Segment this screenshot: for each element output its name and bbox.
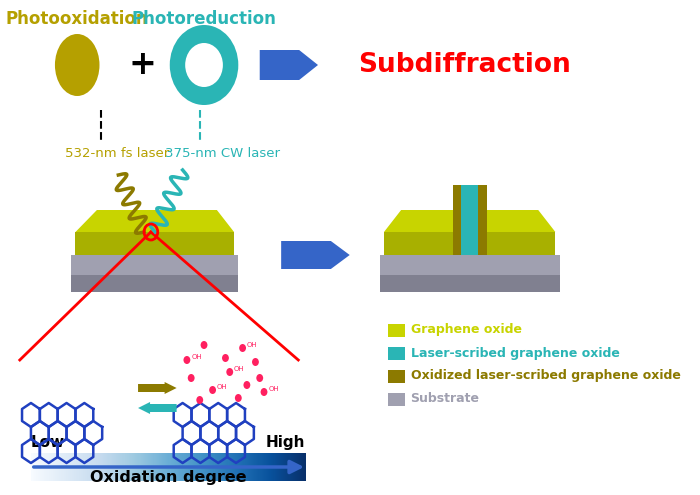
Text: Laser-scribed graphene oxide: Laser-scribed graphene oxide bbox=[410, 346, 620, 359]
Text: 532-nm fs laser: 532-nm fs laser bbox=[65, 147, 169, 160]
Circle shape bbox=[196, 396, 203, 404]
Polygon shape bbox=[478, 185, 486, 255]
Circle shape bbox=[183, 356, 190, 364]
Text: OH: OH bbox=[247, 342, 258, 348]
Text: Low: Low bbox=[31, 435, 65, 450]
Circle shape bbox=[235, 394, 241, 402]
Circle shape bbox=[170, 25, 238, 105]
Circle shape bbox=[201, 341, 207, 349]
Text: OH: OH bbox=[217, 384, 228, 390]
Text: OH: OH bbox=[268, 386, 279, 392]
Circle shape bbox=[186, 43, 223, 87]
Text: Oxidation degree: Oxidation degree bbox=[90, 470, 246, 485]
Text: Substrate: Substrate bbox=[410, 393, 480, 405]
Polygon shape bbox=[379, 255, 560, 275]
Text: Photooxidation: Photooxidation bbox=[6, 10, 148, 28]
Polygon shape bbox=[71, 275, 238, 292]
Circle shape bbox=[244, 381, 251, 389]
Circle shape bbox=[209, 386, 216, 394]
Polygon shape bbox=[461, 185, 478, 255]
FancyArrow shape bbox=[138, 382, 176, 394]
Polygon shape bbox=[76, 210, 234, 232]
FancyArrow shape bbox=[281, 241, 350, 269]
Bar bbox=[389, 324, 405, 337]
Bar bbox=[389, 347, 405, 360]
Polygon shape bbox=[452, 185, 461, 255]
Bar bbox=[389, 370, 405, 383]
Text: +: + bbox=[128, 49, 156, 82]
Circle shape bbox=[222, 354, 229, 362]
Text: 375-nm CW laser: 375-nm CW laser bbox=[165, 147, 281, 160]
FancyArrow shape bbox=[260, 50, 318, 80]
Text: Photoreduction: Photoreduction bbox=[132, 10, 276, 28]
Circle shape bbox=[188, 374, 195, 382]
Polygon shape bbox=[379, 275, 560, 292]
Text: Oxidized laser-scribed graphene oxide: Oxidized laser-scribed graphene oxide bbox=[410, 369, 680, 383]
Text: Subdiffraction: Subdiffraction bbox=[358, 52, 571, 78]
Circle shape bbox=[226, 368, 233, 376]
Ellipse shape bbox=[55, 34, 99, 96]
Bar bbox=[389, 393, 405, 406]
Text: High: High bbox=[265, 435, 305, 450]
Text: OH: OH bbox=[191, 354, 202, 360]
Circle shape bbox=[239, 344, 246, 352]
Polygon shape bbox=[384, 232, 555, 255]
Circle shape bbox=[260, 388, 267, 396]
Polygon shape bbox=[384, 210, 555, 232]
Polygon shape bbox=[71, 255, 238, 275]
Circle shape bbox=[252, 358, 259, 366]
Text: OH: OH bbox=[234, 366, 244, 372]
FancyArrow shape bbox=[138, 402, 176, 414]
Polygon shape bbox=[76, 232, 234, 255]
Text: Graphene oxide: Graphene oxide bbox=[410, 324, 522, 337]
Circle shape bbox=[256, 374, 263, 382]
